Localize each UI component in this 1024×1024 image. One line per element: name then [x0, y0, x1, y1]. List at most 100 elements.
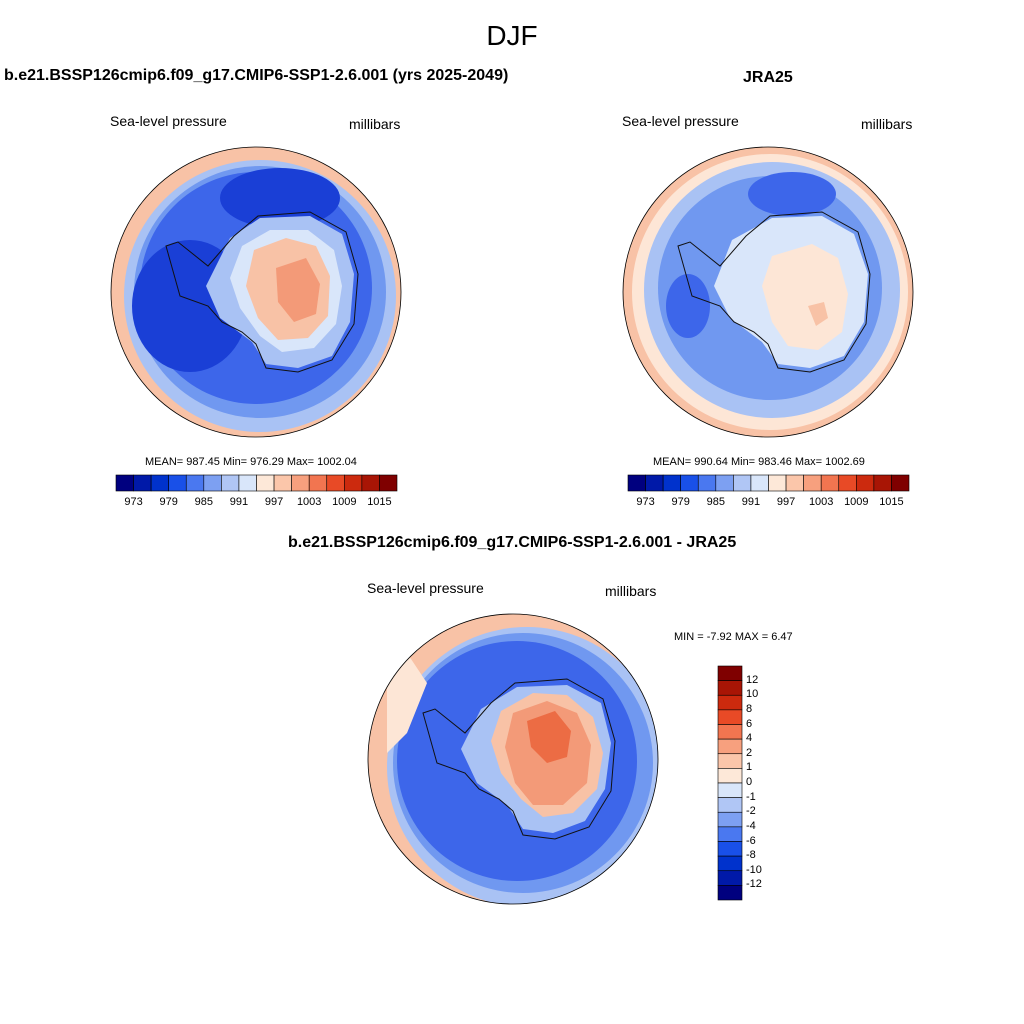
variable-label-model: Sea-level pressure [110, 113, 227, 129]
variable-label-diff: Sea-level pressure [367, 580, 484, 596]
colorbar-swatch [185, 474, 205, 492]
colorbar-tick-label: 1003 [296, 496, 322, 508]
colorbar-tick-label: 1 [746, 761, 753, 774]
colorbar-tick-label: 4 [746, 732, 753, 745]
colorbar-swatch [717, 694, 743, 711]
colorbar-swatch [717, 665, 743, 681]
colorbar-tick-label: 991 [229, 496, 249, 508]
colorbar-model [115, 474, 398, 492]
colorbar-swatch [820, 474, 840, 492]
colorbar-tick-label: 991 [741, 496, 761, 508]
colorbar-swatch [717, 885, 743, 901]
colorbar-swatch [717, 753, 743, 769]
colorbar-tick-label: 997 [264, 496, 284, 508]
colorbar-tick-label: -4 [746, 819, 756, 832]
colorbar-tick-label: 6 [746, 717, 753, 730]
colorbar-swatch [203, 474, 222, 492]
map-low-north [748, 172, 836, 216]
colorbar-ticks-obs: 973 979 985 991 997 1003 1009 1015 [628, 496, 909, 510]
colorbar-swatch [717, 841, 743, 857]
stats-diff: MIN = -7.92 MAX = 6.47 [674, 631, 793, 643]
panel-title-diff: b.e21.BSSP126cmip6.f09_g17.CMIP6-SSP1-2.… [288, 534, 737, 551]
colorbar-swatch [361, 474, 380, 492]
colorbar-swatch [838, 474, 857, 492]
colorbar-swatch [326, 474, 345, 492]
colorbar-swatch [273, 474, 292, 492]
colorbar-tick-label: 985 [194, 496, 213, 508]
antarctica-core [808, 302, 828, 326]
colorbar-tick-label: 1009 [332, 496, 357, 508]
colorbar-swatch [238, 474, 257, 492]
colorbar-tick-label: -6 [746, 834, 756, 847]
stats-obs: MEAN= 990.64 Min= 983.46 Max= 1002.69 [653, 456, 865, 468]
colorbar-swatch [803, 474, 822, 492]
colorbar-diff [717, 665, 743, 901]
colorbar-swatch [680, 474, 699, 492]
colorbar-tick-label: -8 [746, 849, 756, 862]
map-low-north [220, 168, 340, 228]
colorbar-swatch [115, 474, 134, 492]
colorbar-swatch [308, 474, 328, 492]
colorbar-swatch [697, 474, 717, 492]
colorbar-ticks-model: 973 979 985 991 997 1003 1009 1015 [116, 496, 397, 510]
colorbar-swatch [717, 782, 743, 798]
colorbar-swatch [717, 768, 743, 784]
colorbar-tick-label: 973 [636, 496, 655, 508]
colorbar-tick-label: 2 [746, 746, 753, 759]
colorbar-tick-label: 979 [159, 496, 178, 508]
colorbar-swatch [717, 709, 743, 725]
colorbar-swatch [750, 474, 769, 492]
map-positive-rim [387, 653, 427, 753]
colorbar-tick-label: -10 [746, 863, 762, 876]
colorbar-swatch [768, 474, 787, 492]
panel-title-model: b.e21.BSSP126cmip6.f09_g17.CMIP6-SSP1-2.… [4, 67, 509, 84]
units-label-obs: millibars [861, 116, 913, 132]
colorbar-tick-label: 10 [746, 688, 759, 701]
colorbar-tick-label: -1 [746, 790, 756, 803]
antarctica-high [762, 244, 848, 350]
colorbar-swatch [717, 870, 743, 886]
map-low-west [666, 274, 710, 338]
colorbar-swatch [645, 474, 664, 492]
colorbar-tick-label: 1009 [844, 496, 869, 508]
colorbar-swatch [662, 474, 681, 492]
colorbar-swatch [715, 474, 734, 492]
colorbar-swatch [873, 474, 892, 492]
units-label-model: millibars [349, 116, 401, 132]
colorbar-swatch [717, 811, 743, 828]
antarctica-core [527, 711, 571, 763]
colorbar-tick-label: 1003 [808, 496, 834, 508]
colorbar-swatch [133, 474, 152, 492]
colorbar-swatch [717, 797, 743, 813]
colorbar-swatch [627, 474, 646, 492]
colorbar-swatch [291, 474, 310, 492]
colorbar-tick-label: 979 [671, 496, 690, 508]
polar-map-model [110, 146, 402, 438]
colorbar-swatch [717, 680, 743, 696]
colorbar-swatch [717, 724, 743, 740]
panel-title-obs: JRA25 [743, 69, 793, 86]
colorbar-swatch [856, 474, 875, 492]
colorbar-obs [627, 474, 910, 492]
colorbar-tick-label: 973 [124, 496, 143, 508]
colorbar-swatch [717, 855, 743, 872]
colorbar-swatch [733, 474, 752, 492]
figure-title: DJF [486, 20, 538, 51]
colorbar-swatch [150, 474, 169, 492]
colorbar-tick-label: 985 [706, 496, 725, 508]
colorbar-tick-label: 0 [746, 776, 753, 788]
colorbar-swatch [717, 826, 743, 842]
colorbar-swatch [221, 474, 240, 492]
polar-map-obs [622, 146, 914, 438]
colorbar-swatch [891, 474, 910, 492]
colorbar-swatch [344, 474, 363, 492]
variable-label-obs: Sea-level pressure [622, 113, 739, 129]
colorbar-tick-label: 997 [776, 496, 796, 508]
colorbar-tick-label: 1015 [367, 496, 392, 508]
colorbar-swatch [256, 474, 275, 492]
stats-model: MEAN= 987.45 Min= 976.29 Max= 1002.04 [145, 456, 357, 468]
colorbar-tick-label: -2 [746, 805, 756, 818]
colorbar-tick-label: 8 [746, 702, 753, 715]
polar-map-diff [367, 613, 659, 905]
colorbar-tick-label: 12 [746, 673, 759, 686]
